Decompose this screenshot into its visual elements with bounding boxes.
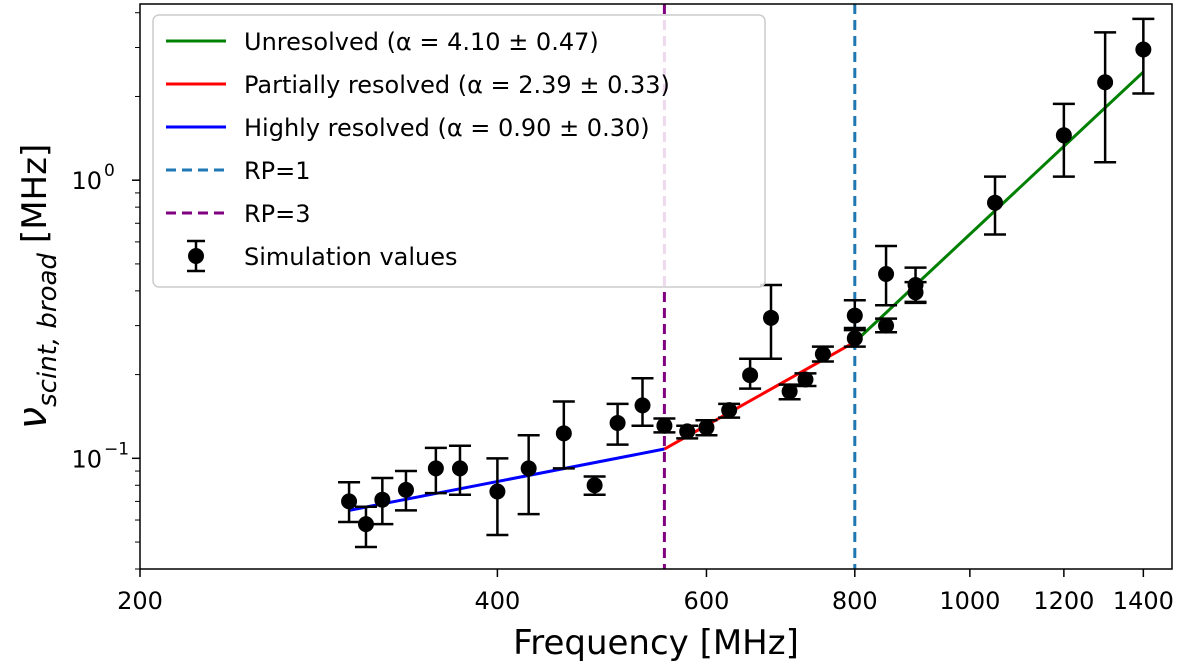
data-point xyxy=(354,505,377,549)
y-axis-title-symbol: ν xyxy=(10,407,56,429)
legend-entry: Highly resolved (α = 0.90 ± 0.30) xyxy=(166,114,650,142)
data-point xyxy=(718,402,741,419)
data-point xyxy=(653,417,676,434)
x-tick-label: 800 xyxy=(832,587,878,615)
y-axis-title-subscript: scint, broad xyxy=(33,253,63,407)
legend-label: Unresolved (α = 4.10 ± 0.47) xyxy=(244,28,599,56)
data-point xyxy=(904,280,927,305)
legend-box xyxy=(152,14,766,288)
data-point xyxy=(875,317,898,334)
data-point xyxy=(1052,102,1075,178)
data-point xyxy=(552,400,575,470)
legend-entry: Unresolved (α = 4.10 ± 0.47) xyxy=(166,28,599,56)
data-point xyxy=(371,476,394,526)
data-point xyxy=(843,299,866,330)
data-point xyxy=(1094,31,1117,164)
marker xyxy=(357,516,374,533)
marker xyxy=(781,383,798,400)
data-point xyxy=(695,419,718,437)
marker xyxy=(1135,41,1152,58)
legend: Unresolved (α = 4.10 ± 0.47) Partially re… xyxy=(152,14,766,288)
x-tick-label: 1000 xyxy=(939,587,1000,615)
marker xyxy=(698,419,715,436)
data-point xyxy=(448,444,471,496)
y-tick-exponent: 0 xyxy=(104,161,115,181)
x-axis-title: Frequency [MHz] xyxy=(513,623,799,663)
marker xyxy=(520,460,537,477)
data-point xyxy=(843,328,866,348)
marker xyxy=(427,460,444,477)
marker xyxy=(878,265,895,282)
marker xyxy=(987,194,1004,211)
legend-label: Highly resolved (α = 0.90 ± 0.30) xyxy=(244,114,650,142)
legend-label: RP=1 xyxy=(244,157,311,185)
marker xyxy=(878,317,895,334)
data-point xyxy=(811,345,834,363)
marker xyxy=(489,483,506,500)
x-tick-label: 1400 xyxy=(1113,587,1174,615)
marker xyxy=(846,330,863,347)
data-point xyxy=(875,244,898,307)
data-point xyxy=(794,371,817,388)
legend-entry: RP=3 xyxy=(166,200,311,228)
marker xyxy=(814,346,831,363)
marker xyxy=(634,397,651,414)
data-point xyxy=(984,175,1007,236)
marker xyxy=(907,284,924,301)
y-tick-label: 10 xyxy=(71,445,102,473)
marker xyxy=(679,423,696,440)
legend-entry: Partially resolved (α = 2.39 ± 0.33) xyxy=(166,71,670,99)
marker xyxy=(797,371,814,388)
points-layer xyxy=(338,17,1155,549)
data-point xyxy=(394,469,417,512)
data-point xyxy=(778,383,801,401)
marker xyxy=(451,460,468,477)
marker xyxy=(846,307,863,324)
data-point xyxy=(631,377,654,427)
marker xyxy=(656,417,673,434)
marker xyxy=(397,481,414,498)
y-axis-title: νscint, broad [MHz] xyxy=(10,144,63,429)
y-tick-exponent: −1 xyxy=(104,439,129,459)
marker xyxy=(1055,127,1072,144)
y-tick-label: 10 xyxy=(71,167,102,195)
data-point xyxy=(739,357,762,390)
vlines-layer xyxy=(662,4,857,569)
marker xyxy=(721,402,738,419)
marker xyxy=(763,309,780,326)
fit-line-3 xyxy=(348,447,665,512)
x-tick-label: 600 xyxy=(684,587,730,615)
data-point xyxy=(486,457,509,537)
legend-label: Simulation values xyxy=(244,243,458,271)
x-tick-label: 200 xyxy=(117,587,163,615)
legend-entry: RP=1 xyxy=(166,157,311,185)
x-tick-label: 1200 xyxy=(1033,587,1094,615)
marker xyxy=(609,414,626,431)
marker xyxy=(742,367,759,384)
plot-frame xyxy=(139,3,1173,570)
legend-label: Partially resolved (α = 2.39 ± 0.33) xyxy=(244,71,670,99)
data-point xyxy=(338,481,361,524)
marker xyxy=(555,425,572,442)
legend-entry: Simulation values xyxy=(187,239,458,273)
data-point xyxy=(424,446,447,495)
data-point xyxy=(760,283,783,361)
marker xyxy=(374,491,391,508)
data-point xyxy=(583,475,606,496)
data-point xyxy=(1132,17,1155,95)
x-axis: 200 400 600 800 1000 1200 1400 xyxy=(117,569,1174,615)
y-axis-title-unit: [MHz] xyxy=(15,144,55,243)
data-point xyxy=(606,402,629,446)
legend-label: RP=3 xyxy=(244,200,311,228)
data-point xyxy=(517,434,540,516)
marker xyxy=(1097,74,1114,91)
data-point xyxy=(676,423,699,440)
marker xyxy=(341,493,358,510)
marker xyxy=(586,477,603,494)
x-tick-label: 400 xyxy=(474,587,520,615)
legend-handle-marker xyxy=(188,248,204,264)
